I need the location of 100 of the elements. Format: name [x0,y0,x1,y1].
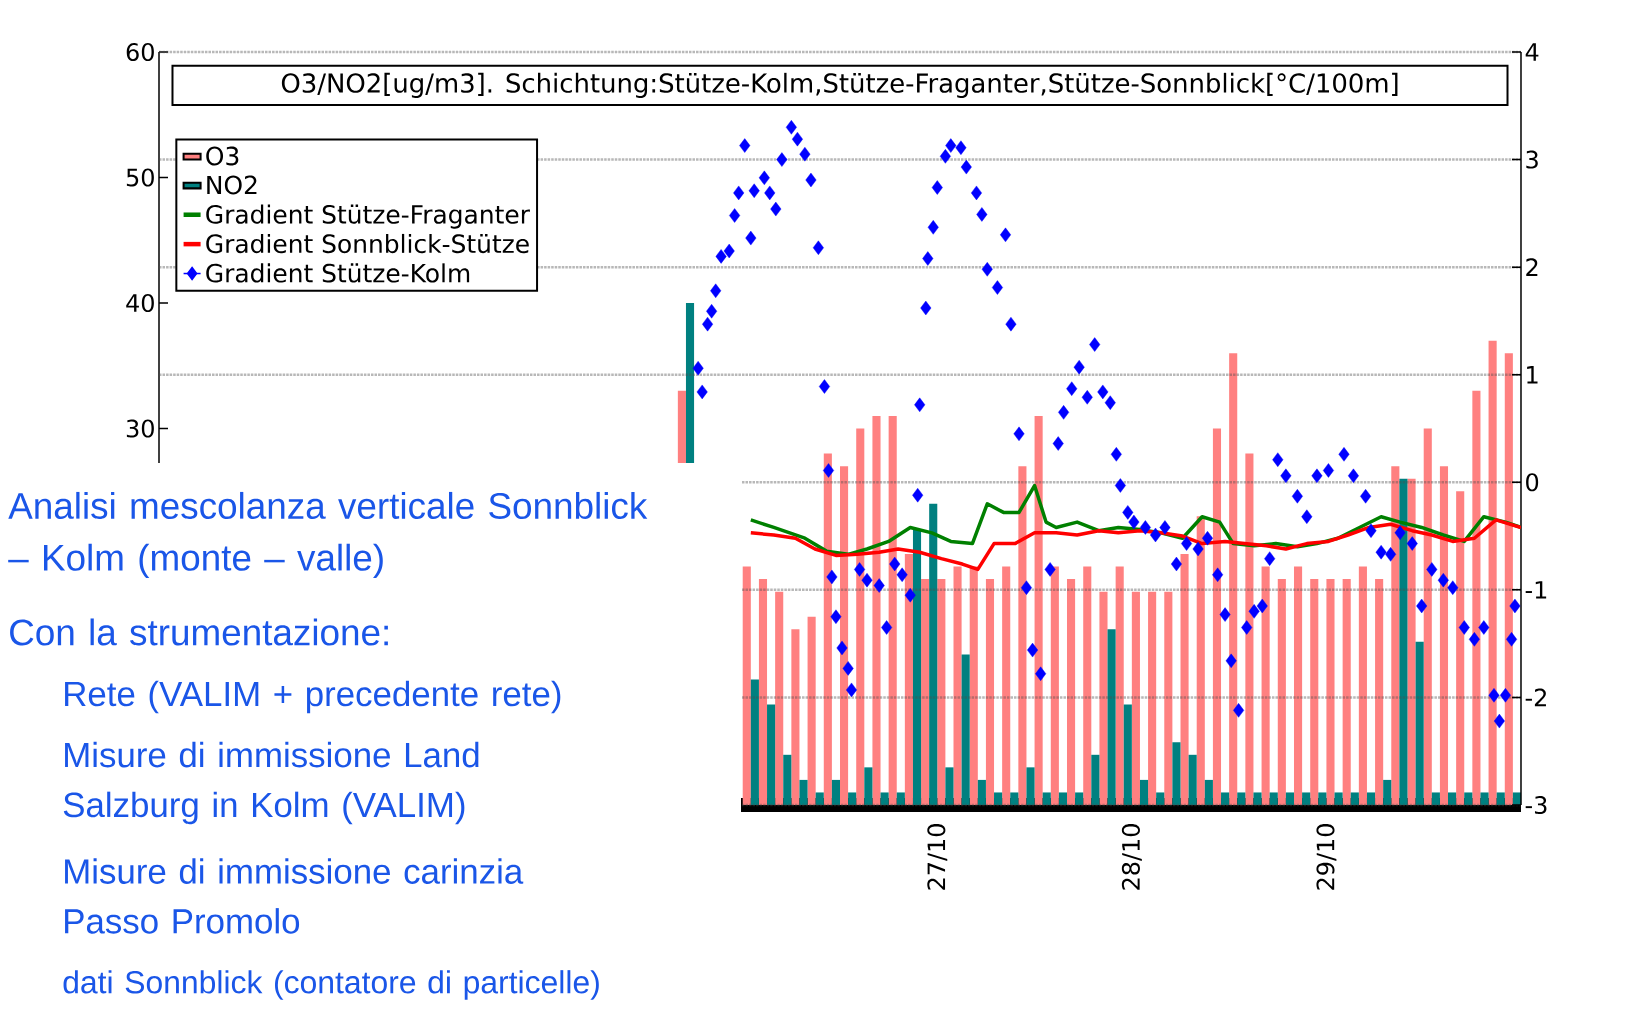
bar [937,579,946,805]
annotation: Misure di immissione Land Salzburg in Kolm (VALIM) [63,741,479,825]
bar [1293,566,1303,805]
bar [783,754,792,805]
y2-tick-label: -2 [1525,688,1546,707]
bar [1180,554,1189,805]
bar [994,792,1003,805]
y2-tick-label: 3 [1526,150,1538,169]
bar [1277,579,1286,805]
bar [758,579,768,805]
bar [1083,566,1092,805]
x-tick-label: 27/10 [927,824,948,890]
bar [1480,792,1489,805]
bar [807,616,816,805]
bar [953,566,962,805]
bar [1002,566,1011,805]
bar [1383,779,1392,805]
bar [767,704,776,805]
annotation: Rete (VALIM + precedente rete) [65,680,561,714]
annotation: Analisi mescolanza verticale Sonnblick – Kolm (monte – valle) [8,491,648,579]
bar [1156,792,1165,805]
text: O3/NO2[ug/m3]. Schichtung:Stütze-Kolm,Stütze-Fraganter,Stütze-Sonnblick[°C/100m] [281,72,1398,98]
bar [1237,792,1246,805]
bar [1188,754,1197,805]
bar [985,579,995,805]
legend-label: Gradient Stütze-Fraganter [206,204,530,229]
bar [1342,579,1351,805]
y-tick-label: 60 [126,42,154,62]
bar [1253,792,1262,805]
bar [1091,754,1100,805]
bar [742,566,751,805]
bar [848,792,857,805]
bar [969,566,978,805]
y-tick-label: 30 [126,419,154,438]
bar [1115,566,1124,805]
bar [1212,428,1222,805]
bar [1221,792,1230,805]
bar [1310,579,1319,805]
bar [1010,792,1019,805]
bar [1326,579,1335,805]
bar [1066,579,1076,805]
bar [1172,742,1181,805]
bar [1139,779,1149,805]
bar [831,779,840,805]
bar [1131,591,1140,805]
bar [1431,792,1440,805]
bar [1439,466,1449,805]
legend-label: NO2 [207,175,257,195]
bar [1366,792,1376,805]
bar [1042,792,1051,805]
bar [912,528,922,805]
y2-tick-label: -3 [1525,795,1547,815]
bar [1415,641,1424,805]
bar [880,792,889,805]
bar [1107,629,1116,805]
bar [896,792,905,805]
text: Misure di immissione carinzia Passo Promolo [65,858,524,934]
bar [929,503,938,805]
y2-tick-label: 1 [1527,366,1538,384]
legend-label: Gradient Sonnblick-Stütze [206,233,529,254]
bar [1334,792,1343,805]
bar [1358,566,1367,805]
y-tick-label: 50 [126,168,154,187]
y2-tick-label: -1 [1525,581,1547,599]
bar [864,767,873,805]
x-tick-label: 28/10 [1121,824,1142,890]
bar [1148,591,1157,805]
bar [1123,704,1132,805]
text: dati Sonnblick (contatore di particelle) [63,970,599,1000]
bar [1350,792,1359,805]
bar [1448,792,1457,805]
legend-label: O3 [206,146,239,166]
bar [750,679,759,805]
bar [921,579,930,805]
bar [1285,792,1294,805]
bar [961,654,970,805]
annotation: Con la strumentazione: [10,618,388,646]
bar [1375,579,1384,805]
bar [1058,792,1067,805]
bar [1302,792,1311,805]
y-tick-label: 40 [126,293,154,313]
bar [977,779,986,805]
bar [799,779,808,805]
bar [815,792,824,805]
bar [1407,478,1416,805]
y2-tick-label: 4 [1525,43,1539,61]
x-tick-label: 29/10 [1316,824,1337,890]
bar [775,591,784,805]
bar [1464,792,1473,805]
bar [1164,591,1173,805]
bar [1318,792,1327,805]
y2-tick-label: 0 [1526,473,1539,492]
bar [1075,792,1084,805]
bar [1496,792,1505,805]
bar [1204,779,1213,805]
bar [1026,767,1035,805]
bar [945,767,954,805]
y2-tick-label: 2 [1526,258,1538,277]
bar [1269,792,1278,805]
bar [791,629,800,805]
